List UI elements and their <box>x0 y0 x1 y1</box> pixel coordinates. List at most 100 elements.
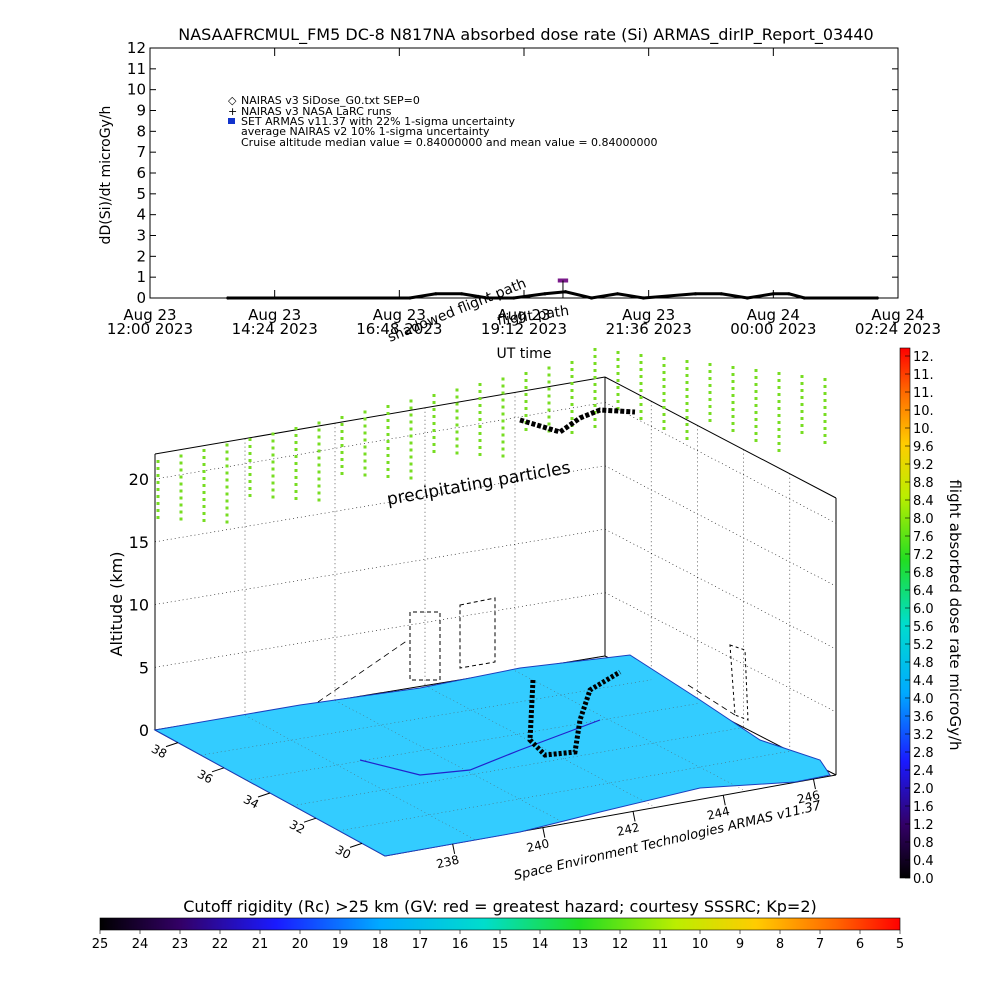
series-point-nairas <box>527 294 531 298</box>
x-tick-time: 16:48 2023 <box>356 320 442 338</box>
x-tick-time: 00:00 2023 <box>730 320 816 338</box>
projection-line <box>317 639 409 703</box>
y-tick-label: 0 <box>136 289 146 307</box>
dose-colorbar-tick-label: 10. <box>913 404 934 419</box>
x-tick-time: 14:24 2023 <box>232 320 318 338</box>
dose-colorbar-tick-label: 2.8 <box>913 746 934 761</box>
latitude-tick-label: 32 <box>287 817 307 837</box>
longitude-tick-mark <box>632 811 636 822</box>
dose-colorbar-tick-label: 6.0 <box>913 602 934 617</box>
longitude-tick-label: 246 <box>796 788 821 807</box>
legend-label-average-nairas: average NAIRAS v2 10% 1-sigma uncertaint… <box>241 125 490 138</box>
x-tick-date: Aug 23 <box>248 306 301 324</box>
cutoff-rigidity-title: Cutoff rigidity (Rc) >25 km (GV: red = g… <box>183 897 817 916</box>
y-tick-label: 8 <box>136 122 146 140</box>
cutoff-colorbar-ticks: 25 24 23 22 21 20 19 18 17 16 15 14 13 12 11 10 9 8 7 6 5 <box>92 930 904 952</box>
series-point-nairas <box>693 292 698 296</box>
altitude-gridline <box>154 465 606 543</box>
box-edge <box>154 376 606 455</box>
altitude-gridline <box>604 402 837 524</box>
latitude-tick-label: 34 <box>241 792 261 812</box>
legend-label-nairas-larc: NAIRAS v3 NASA LaRC runs <box>241 105 392 118</box>
dose-colorbar-tick-label: 0.4 <box>913 854 934 869</box>
y-tick-label: 9 <box>136 102 146 120</box>
cutoff-colorbar-tick-label: 17 <box>412 937 429 952</box>
x-tick-time: 02:24 2023 <box>855 320 941 338</box>
x-tick-date: Aug 23 <box>497 306 550 324</box>
shadow-track-wall <box>409 597 496 681</box>
series-point-nairas <box>486 296 490 300</box>
dose-colorbar-tick-label: 8.0 <box>913 512 934 527</box>
projected-track-top <box>519 407 636 435</box>
altitude-gridline <box>604 592 837 713</box>
series-point-nairas <box>875 296 879 300</box>
coastline <box>359 719 601 776</box>
top-series <box>226 278 879 300</box>
latitude-tick-mark <box>165 742 179 748</box>
series-point-nairas <box>787 292 791 296</box>
x-tick-date: Aug 23 <box>373 306 426 324</box>
dose-colorbar-tick-label: 2.0 <box>913 782 934 797</box>
altitude-axis: 0 5 10 15 20 <box>129 470 149 740</box>
y-tick-label: 4 <box>136 206 146 224</box>
y-tick-label: 3 <box>136 227 146 245</box>
latitude-axis: 38 36 34 32 30 <box>149 742 363 862</box>
shadow-track-side <box>729 644 749 721</box>
altitude-tick-label: 10 <box>129 596 149 615</box>
series-point-nairas <box>719 292 723 296</box>
altitude-tick-label: 5 <box>139 658 149 677</box>
longitude-tick-label: 244 <box>706 804 731 823</box>
floor-gridline <box>246 703 698 781</box>
series-point-nairas <box>641 296 646 300</box>
dose-colorbar-tick-label: 10. <box>913 422 934 437</box>
latitude-tick-label: 38 <box>149 742 169 762</box>
latitude-tick-mark <box>349 842 363 848</box>
dose-colorbar-tick-label: 6.4 <box>913 584 934 599</box>
figure-title: NASAAFRCMUL_FM5 DC-8 N817NA absorbed dos… <box>178 25 873 45</box>
map-3d-panel: 0 5 10 15 20 38 36 34 32 30 238 240 242 244 246 Alti… <box>107 348 837 884</box>
top-x-label: UT time <box>497 346 552 362</box>
dose-colorbar-tick-label: 5.2 <box>913 638 934 653</box>
cutoff-rigidity-colorbar: Cutoff rigidity (Rc) >25 km (GV: red = g… <box>92 897 904 952</box>
series-point-nairas <box>226 296 230 300</box>
cutoff-colorbar-tick-label: 11 <box>652 937 669 952</box>
dose-colorbar-tick-label: 8.4 <box>913 494 934 509</box>
box-edge <box>604 376 837 499</box>
series-line-nairas <box>227 290 878 300</box>
dose-colorbar-tick-label: 12. <box>913 350 934 365</box>
altitude-gridline <box>154 402 606 480</box>
dose-rate-colorbar: 12. 11. 11. 10. 10. 9.6 9.2 8.8 8.4 8.0 7.6 7.2 6.8 6… <box>899 347 964 887</box>
dose-colorbar-tick-label: 9.2 <box>913 458 934 473</box>
series-point-nairas <box>615 292 620 296</box>
longitude-tick-mark <box>812 778 816 790</box>
cutoff-colorbar-tick-label: 13 <box>572 937 589 952</box>
cutoff-colorbar-tick-label: 18 <box>372 937 389 952</box>
cutoff-colorbar-tick-label: 22 <box>212 937 229 952</box>
longitude-tick-mark <box>722 795 726 806</box>
dose-colorbar-tick-label: 1.6 <box>913 800 934 815</box>
cutoff-colorbar-tick-label: 5 <box>896 937 904 952</box>
dose-colorbar-tick-label: 1.2 <box>913 818 934 833</box>
longitude-tick-mark <box>542 827 546 838</box>
precipitating-particles-marks <box>156 348 827 528</box>
y-tick-label: 7 <box>136 143 146 161</box>
dose-colorbar-tick-label: 7.6 <box>913 530 934 545</box>
series-point-nairas <box>589 296 594 300</box>
dose-colorbar-tick-label: 11. <box>913 386 934 401</box>
latitude-tick-label: 36 <box>195 767 215 787</box>
dose-colorbar-tick-label: 0.8 <box>913 836 934 851</box>
dose-colorbar-tick-label: 5.6 <box>913 620 934 635</box>
legend-label-set-armas: SET ARMAS v11.37 with 22% 1-sigma uncert… <box>241 115 515 128</box>
y-tick-label: 6 <box>136 164 146 182</box>
series-point-nairas <box>771 292 775 296</box>
y-tick-label: 2 <box>136 247 146 265</box>
series-point-nairas <box>543 292 547 296</box>
altitude-gridline <box>604 465 837 587</box>
dose-colorbar-tick-label: 0.0 <box>913 872 934 887</box>
altitude-tick-label: 15 <box>129 533 149 552</box>
altitude-gridline <box>154 592 606 668</box>
x-tick-time: 19:12 2023 <box>481 320 567 338</box>
